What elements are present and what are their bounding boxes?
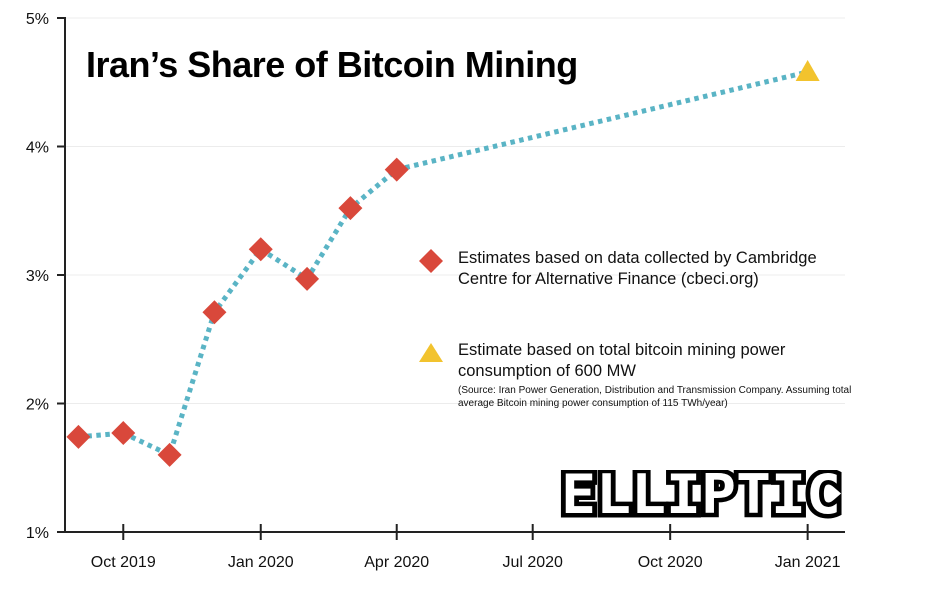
data-point-triangle	[795, 59, 820, 81]
y-tick-label: 5%	[26, 11, 49, 28]
y-tick-label: 2%	[26, 397, 49, 414]
x-tick-label: Jul 2020	[502, 554, 563, 571]
x-tick-label: Jan 2020	[228, 554, 294, 571]
y-axis-ticks: 1% 2% 3% 4% 5%	[26, 11, 65, 542]
chart-title: Iran’s Share of Bitcoin Mining	[86, 44, 578, 85]
data-point-diamond	[384, 157, 409, 182]
y-tick-label: 4%	[26, 140, 49, 157]
legend-diamond-marker	[419, 249, 443, 273]
legend-text-cambridge: Estimates based on data collected by Cam…	[458, 249, 817, 288]
legend-text-power: Estimate based on total bitcoin mining p…	[458, 340, 858, 410]
gridlines	[65, 17, 845, 404]
legend-triangle-marker	[419, 343, 443, 362]
data-point-diamond	[248, 237, 273, 262]
data-point-diamond	[338, 196, 363, 221]
data-point-diamond	[202, 300, 227, 325]
x-tick-label: Jan 2021	[775, 554, 841, 571]
elliptic-logo: ELLIPTIC ELLIPTIC	[558, 470, 844, 520]
y-tick-label: 3%	[26, 268, 49, 285]
legend-source-note: (Source: Iran Power Generation, Distribu…	[458, 385, 852, 409]
x-tick-label: Oct 2019	[91, 554, 156, 571]
data-points	[66, 59, 820, 467]
logo-outline: ELLIPTIC	[561, 470, 841, 520]
x-tick-label: Apr 2020	[364, 554, 429, 571]
y-tick-label: 1%	[26, 525, 49, 542]
legend-text-power-main: Estimate based on total bitcoin mining p…	[458, 341, 786, 380]
data-point-diamond	[157, 442, 182, 467]
data-point-diamond	[111, 421, 136, 446]
logo-wordmark: ELLIPTIC	[561, 470, 841, 520]
x-axis-ticks: Oct 2019 Jan 2020 Apr 2020 Jul 2020 Oct 2020…	[91, 524, 841, 571]
x-tick-label: Oct 2020	[638, 554, 703, 571]
data-point-diamond	[295, 266, 320, 291]
data-point-diamond	[66, 424, 91, 449]
